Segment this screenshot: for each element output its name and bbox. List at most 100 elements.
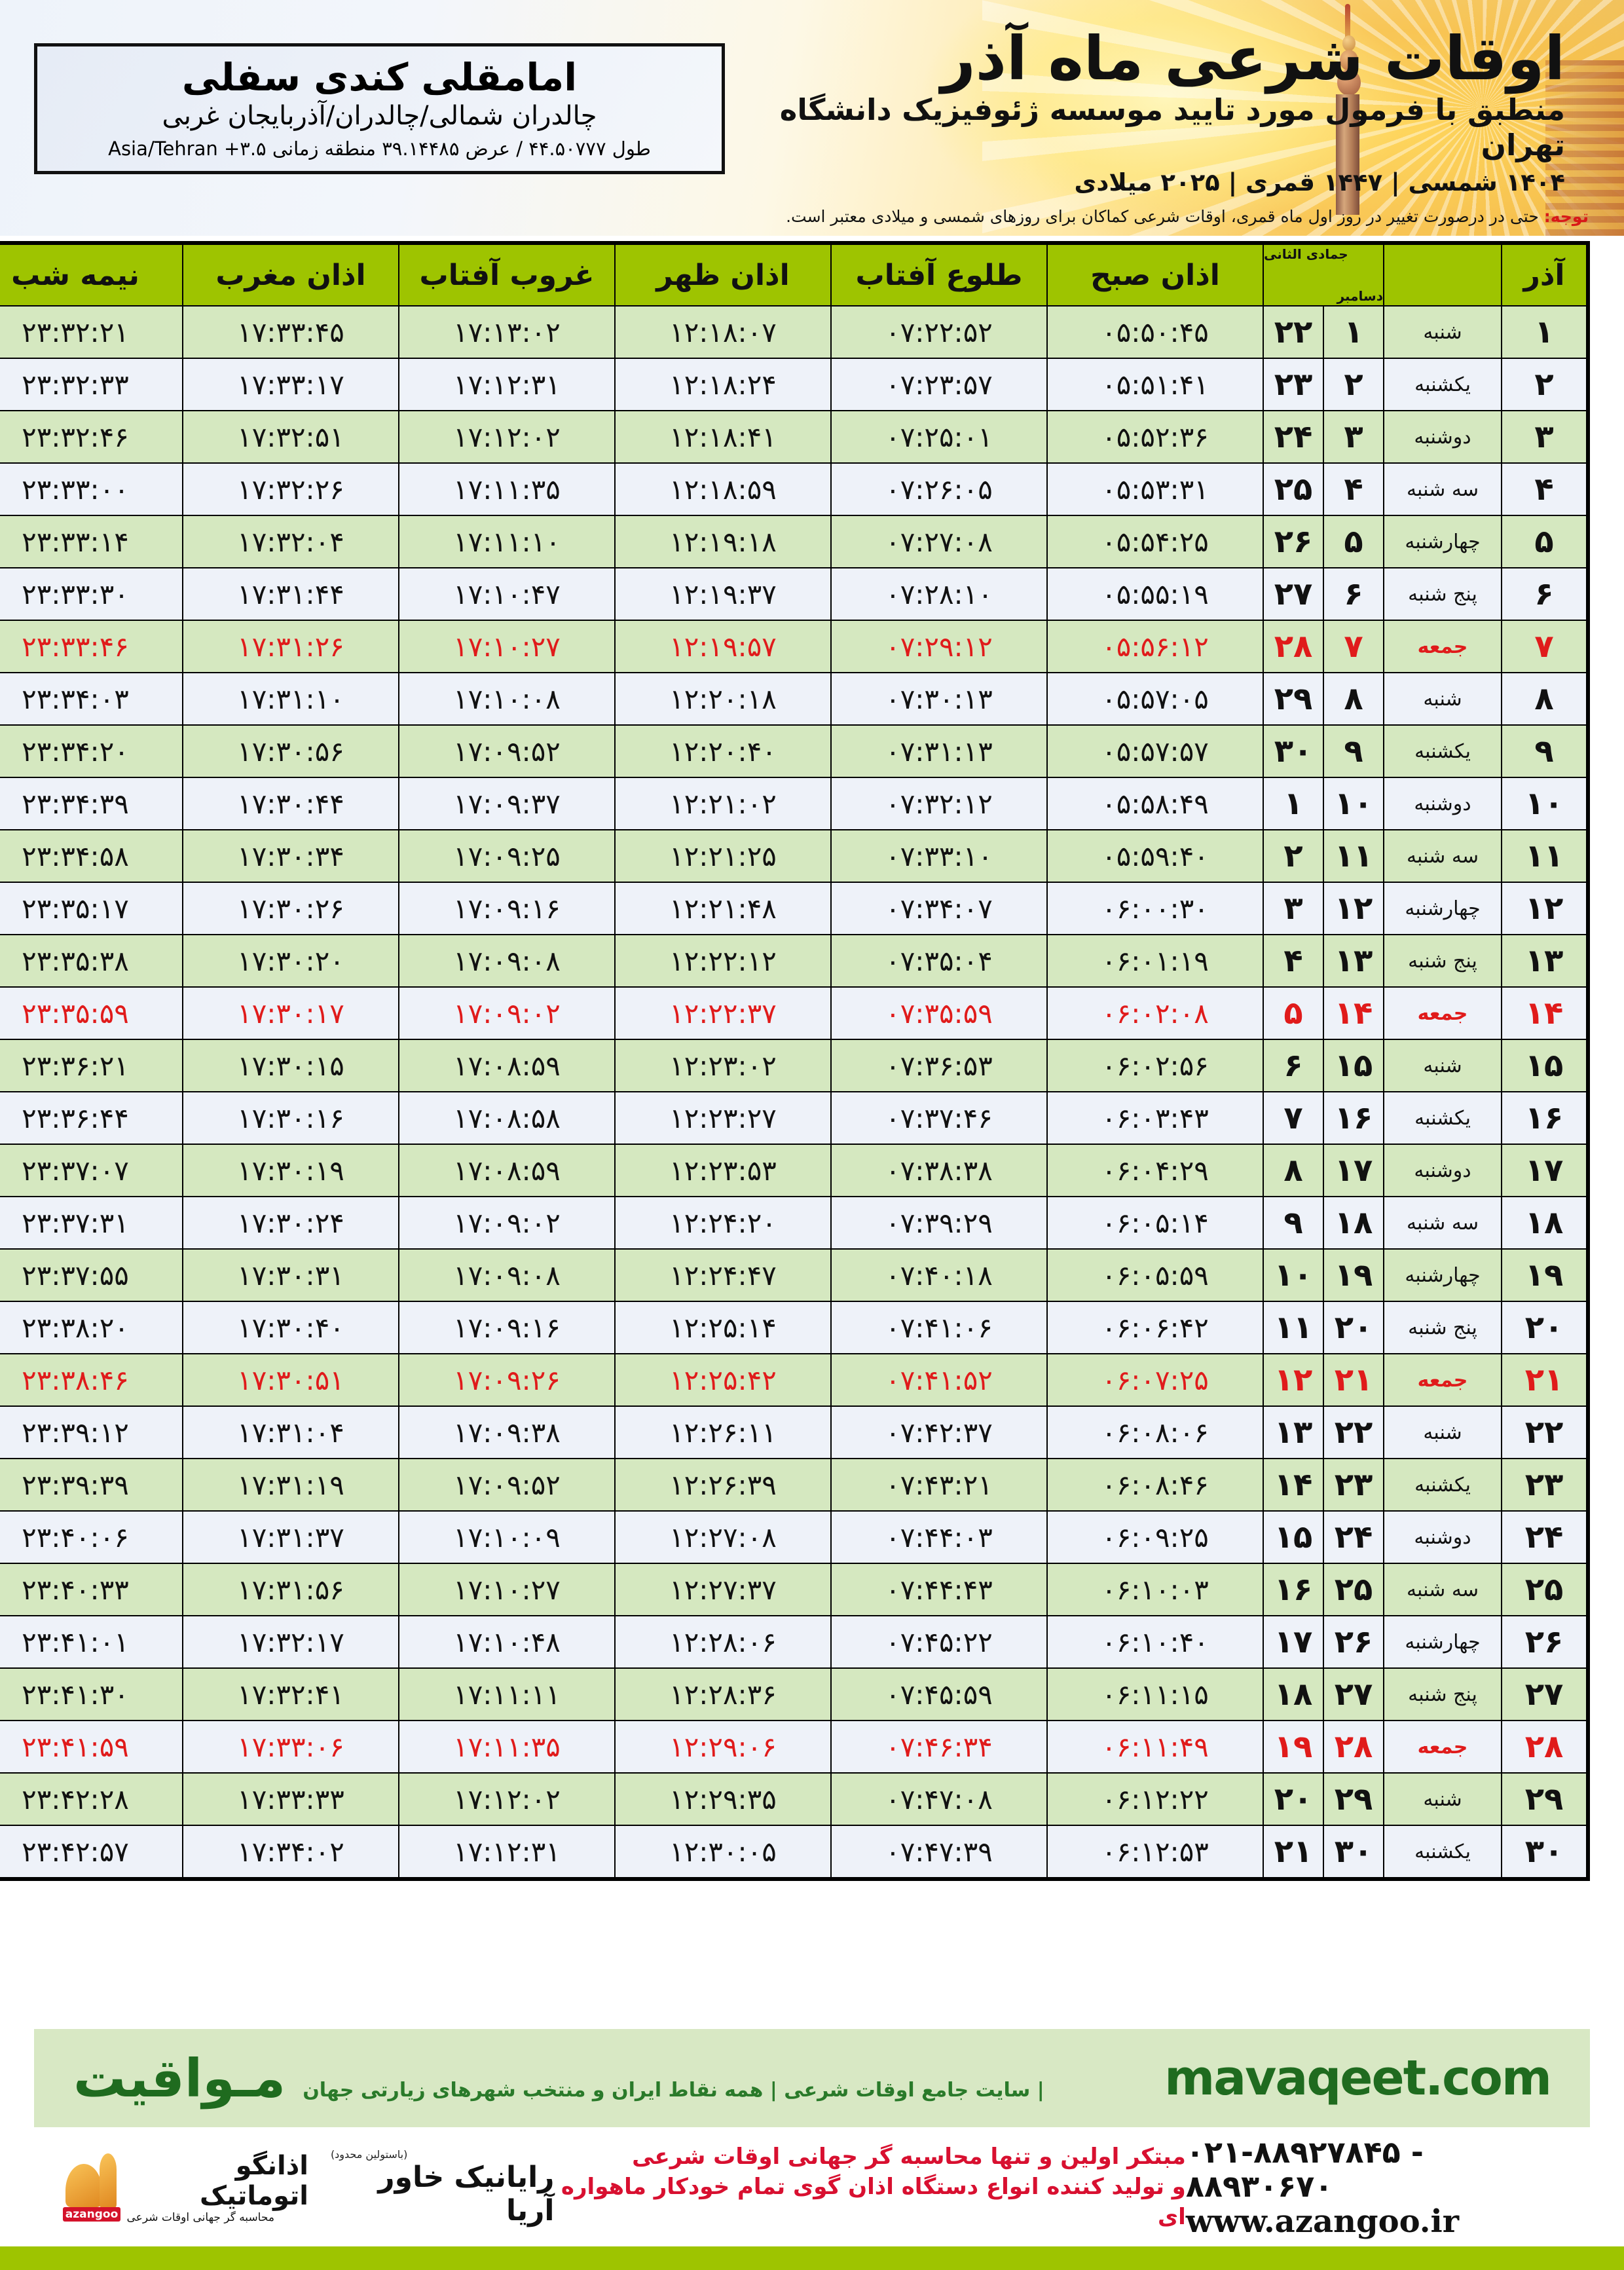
- footer-contact-bar: ۰۲۱-۸۸۹۲۷۸۴۵ - ۸۸۹۳۰۶۷۰ www.azangoo.ir م…: [34, 2134, 1590, 2241]
- fajr-time: ۰۶:۱۰:۰۳: [1046, 1563, 1264, 1616]
- fajr-time: ۰۵:۵۸:۴۹: [1046, 777, 1264, 830]
- fajr-time: ۰۶:۰۲:۰۸: [1046, 986, 1264, 1040]
- gregorian-date: ۱۶: [1262, 1563, 1325, 1616]
- maghrib-time: ۱۷:۳۱:۳۷: [181, 1510, 399, 1564]
- sunset-time: ۱۷:۱۲:۰۲: [397, 1772, 616, 1826]
- col-header-dhuhr: اذان ظهر: [614, 242, 832, 307]
- maghrib-time: ۱۷:۳۳:۳۳: [181, 1772, 399, 1826]
- midnight-time: ۲۳:۴۰:۳۳: [0, 1563, 183, 1616]
- gregorian-date: ۱۵: [1262, 1510, 1325, 1564]
- dhuhr-time: ۱۲:۲۱:۰۲: [614, 777, 832, 830]
- hijri-date: ۱۴: [1323, 986, 1384, 1040]
- weekday-name: پنج شنبه: [1383, 567, 1502, 621]
- day-number: ۲۸: [1501, 1720, 1589, 1774]
- sunrise-time: ۰۷:۴۷:۳۹: [830, 1825, 1048, 1880]
- hijri-date: ۳: [1323, 410, 1384, 464]
- col-header-fajr: اذان صبح: [1046, 242, 1264, 307]
- hijri-date: ۱۶: [1323, 1091, 1384, 1145]
- gregorian-date: ۱۹: [1262, 1720, 1325, 1774]
- gregorian-date: ۲۴: [1262, 410, 1325, 464]
- hijri-date: ۱۱: [1323, 829, 1384, 883]
- col-header-midnight: نیمه شب: [0, 242, 183, 307]
- brand-banner: mavaqeet.com | سایت جامع اوقات شرعی | هم…: [34, 2029, 1590, 2127]
- day-number: ۱۹: [1501, 1248, 1589, 1302]
- maghrib-time: ۱۷:۳۴:۰۲: [181, 1825, 399, 1880]
- fajr-time: ۰۶:۰۵:۱۴: [1046, 1196, 1264, 1250]
- fajr-time: ۰۶:۰۸:۴۶: [1046, 1458, 1264, 1512]
- day-number: ۳۰: [1501, 1825, 1589, 1880]
- dhuhr-time: ۱۲:۲۶:۳۹: [614, 1458, 832, 1512]
- fajr-time: ۰۵:۵۷:۰۵: [1046, 672, 1264, 726]
- note-line: توجه: حتی در درصورت تغییر در روز اول ماه…: [37, 207, 1589, 226]
- brand-latin[interactable]: mavaqeet.com: [1164, 2050, 1552, 2106]
- coordinates-timezone: طول ۴۴.۵۰۷۷۷ / عرض ۳۹.۱۴۴۸۵ منطقه زمانی …: [108, 138, 651, 160]
- sunset-time: ۱۷:۰۸:۵۹: [397, 1144, 616, 1197]
- hijri-date: ۷: [1323, 620, 1384, 673]
- partner-logos: (باستولین محدود) رایانیک خاور آریا اذانگ…: [60, 2148, 555, 2227]
- gregorian-date: ۲۲: [1262, 305, 1325, 359]
- table-row: ۲۳ یکشنبه ۲۳ ۱۴ ۰۶:۰۸:۴۶ ۰۷:۴۳:۲۱ ۱۲:۲۶:۳۹ ۱۷:۰…: [0, 1458, 1589, 1512]
- maghrib-time: ۱۷:۳۰:۳۱: [181, 1248, 399, 1302]
- sunset-time: ۱۷:۱۲:۰۲: [397, 410, 616, 464]
- sunset-time: ۱۷:۱۰:۰۸: [397, 672, 616, 726]
- sunset-time: ۱۷:۰۹:۱۶: [397, 882, 616, 935]
- sunset-time: ۱۷:۰۹:۰۲: [397, 1196, 616, 1250]
- day-number: ۹: [1501, 724, 1589, 778]
- dhuhr-time: ۱۲:۲۵:۴۲: [614, 1353, 832, 1407]
- sunrise-time: ۰۷:۴۱:۰۶: [830, 1301, 1048, 1354]
- table-row: ۲۶ چهارشنبه ۲۶ ۱۷ ۰۶:۱۰:۴۰ ۰۷:۴۵:۲۲ ۱۲:۲۸:۰۶ ۱۷…: [0, 1615, 1589, 1669]
- maghrib-time: ۱۷:۳۲:۵۱: [181, 410, 399, 464]
- midnight-time: ۲۳:۳۴:۰۳: [0, 672, 183, 726]
- hijri-date: ۱۵: [1323, 1039, 1384, 1092]
- prayer-times-table: آذر جمادی الثانی دسامبر اذان صبح طلوع آف…: [0, 241, 1590, 1881]
- midnight-time: ۲۳:۳۲:۴۶: [0, 410, 183, 464]
- midnight-time: ۲۳:۳۴:۵۸: [0, 829, 183, 883]
- day-number: ۲۲: [1501, 1405, 1589, 1459]
- weekday-name: چهارشنبه: [1383, 882, 1502, 935]
- dhuhr-time: ۱۲:۲۶:۱۱: [614, 1405, 832, 1459]
- gregorian-date: ۲۶: [1262, 515, 1325, 568]
- table-row: ۳ دوشنبه ۳ ۲۴ ۰۵:۵۲:۳۶ ۰۷:۲۵:۰۱ ۱۲:۱۸:۴۱ ۱۷:۱۲:…: [0, 410, 1589, 464]
- fajr-time: ۰۶:۱۲:۵۳: [1046, 1825, 1264, 1880]
- maghrib-time: ۱۷:۳۱:۴۴: [181, 567, 399, 621]
- hijri-date: ۲۷: [1323, 1667, 1384, 1721]
- weekday-name: یکشنبه: [1383, 358, 1502, 411]
- sunrise-time: ۰۷:۳۲:۱۲: [830, 777, 1048, 830]
- day-number: ۱۴: [1501, 986, 1589, 1040]
- midnight-time: ۲۳:۴۰:۰۶: [0, 1510, 183, 1564]
- sunrise-time: ۰۷:۲۲:۵۲: [830, 305, 1048, 359]
- midnight-time: ۲۳:۳۸:۲۰: [0, 1301, 183, 1354]
- hijri-date: ۶: [1323, 567, 1384, 621]
- rayanik-logo: (باستولین محدود) رایانیک خاور آریا: [331, 2148, 555, 2227]
- sunset-time: ۱۷:۰۹:۳۷: [397, 777, 616, 830]
- sunrise-time: ۰۷:۴۷:۰۸: [830, 1772, 1048, 1826]
- maghrib-time: ۱۷:۳۰:۱۶: [181, 1091, 399, 1145]
- gregorian-date: ۱۱: [1262, 1301, 1325, 1354]
- dhuhr-time: ۱۲:۲۷:۰۸: [614, 1510, 832, 1564]
- maghrib-time: ۱۷:۳۰:۲۴: [181, 1196, 399, 1250]
- contact-block: ۰۲۱-۸۸۹۲۷۸۴۵ - ۸۸۹۳۰۶۷۰ www.azangoo.ir: [1185, 2134, 1564, 2241]
- maghrib-time: ۱۷:۳۳:۰۶: [181, 1720, 399, 1774]
- midnight-time: ۲۳:۴۲:۵۷: [0, 1825, 183, 1880]
- weekday-name: یکشنبه: [1383, 1825, 1502, 1880]
- website-url[interactable]: www.azangoo.ir: [1185, 2203, 1460, 2241]
- weekday-name: چهارشنبه: [1383, 1615, 1502, 1669]
- sunrise-time: ۰۷:۲۳:۵۷: [830, 358, 1048, 411]
- fajr-time: ۰۶:۰۳:۴۳: [1046, 1091, 1264, 1145]
- fajr-time: ۰۶:۰۴:۲۹: [1046, 1144, 1264, 1197]
- day-number: ۶: [1501, 567, 1589, 621]
- sunrise-time: ۰۷:۳۸:۳۸: [830, 1144, 1048, 1197]
- sunset-time: ۱۷:۱۱:۳۵: [397, 1720, 616, 1774]
- sunset-time: ۱۷:۰۹:۰۸: [397, 1248, 616, 1302]
- hijri-date: ۲۹: [1323, 1772, 1384, 1826]
- day-number: ۳: [1501, 410, 1589, 464]
- ornament-pattern: [1545, 60, 1624, 236]
- table-row: ۲ یکشنبه ۲ ۲۳ ۰۵:۵۱:۴۱ ۰۷:۲۳:۵۷ ۱۲:۱۸:۲۴ ۱۷:۱۲:…: [0, 358, 1589, 411]
- hijri-date: ۲۰: [1323, 1301, 1384, 1354]
- day-number: ۷: [1501, 620, 1589, 673]
- table-row: ۱۲ چهارشنبه ۱۲ ۳ ۰۶:۰۰:۳۰ ۰۷:۳۴:۰۷ ۱۲:۲۱:۴۸ ۱۷:…: [0, 882, 1589, 935]
- sunset-time: ۱۷:۰۹:۲۶: [397, 1353, 616, 1407]
- azangoo-logo-main: اذانگو اتوماتیک: [200, 2151, 309, 2211]
- gregorian-date: ۱: [1262, 777, 1325, 830]
